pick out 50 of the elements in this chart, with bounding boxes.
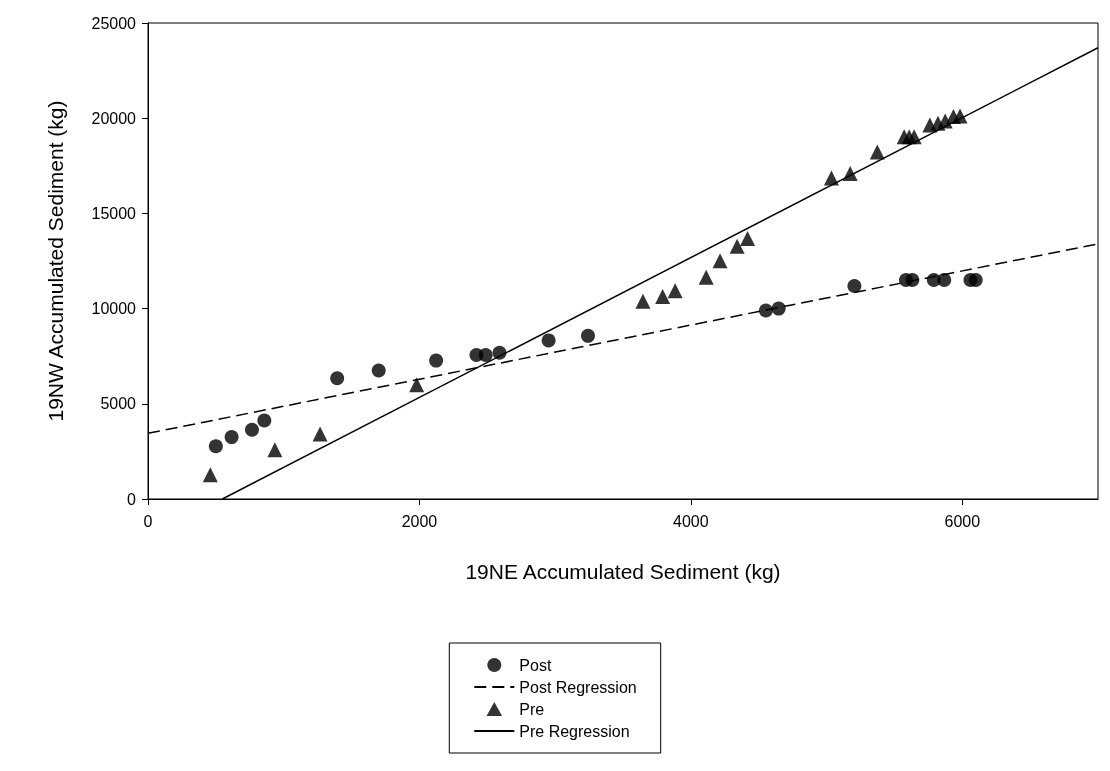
y-tick-label: 5000 <box>100 395 137 413</box>
y-axis-title: 19NW Accumulated Sediment (kg) <box>44 100 67 422</box>
point <box>758 303 773 318</box>
x-tick-label: 0 <box>143 512 153 530</box>
point <box>906 129 922 145</box>
legend-label: Post <box>519 656 552 674</box>
point <box>202 467 218 483</box>
point <box>429 353 444 368</box>
point <box>267 442 283 458</box>
point <box>478 348 493 363</box>
point <box>823 170 839 186</box>
x-tick-label: 6000 <box>944 512 981 530</box>
point <box>740 231 756 247</box>
x-tick-label: 2000 <box>401 512 438 530</box>
point <box>842 165 858 181</box>
y-tick-label: 0 <box>127 490 137 508</box>
point <box>968 273 983 288</box>
legend-label: Pre <box>519 700 545 718</box>
point <box>244 422 259 437</box>
point <box>492 345 507 360</box>
point <box>712 253 728 269</box>
y-tick-label: 10000 <box>91 300 137 318</box>
point <box>905 273 920 288</box>
point <box>581 328 595 343</box>
point <box>541 333 556 348</box>
point <box>330 371 345 386</box>
point <box>224 430 239 445</box>
point <box>655 289 671 305</box>
legend-label: Pre Regression <box>519 722 630 740</box>
point <box>257 413 272 428</box>
point <box>729 238 745 254</box>
point <box>409 377 425 393</box>
x-tick-label: 4000 <box>673 512 709 530</box>
point <box>371 363 386 378</box>
point <box>312 426 328 442</box>
point <box>952 108 968 124</box>
point <box>869 144 885 160</box>
point <box>698 269 714 285</box>
point <box>667 283 683 299</box>
point <box>847 278 862 293</box>
legend-label: Post Regression <box>519 678 637 696</box>
point <box>771 301 786 316</box>
point <box>937 273 952 288</box>
y-tick-label: 15000 <box>91 204 137 222</box>
x-axis-title: 19NE Accumulated Sediment (kg) <box>465 560 781 583</box>
y-tick-label: 20000 <box>91 109 137 127</box>
y-tick-label: 25000 <box>91 14 137 32</box>
point <box>208 439 223 454</box>
point <box>635 293 651 309</box>
point <box>937 113 953 129</box>
